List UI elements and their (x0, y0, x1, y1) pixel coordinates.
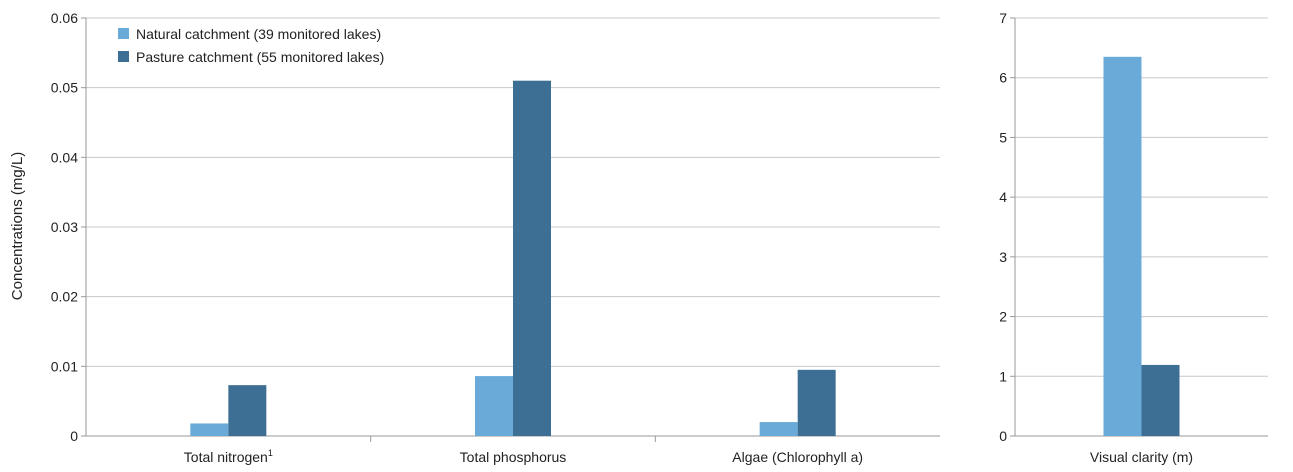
visual-clarity-chart: 0 1 2 3 4 5 6 7 Visual clarity (m) (999, 10, 1268, 465)
y-tick-label: 0.06 (51, 10, 78, 26)
bar-natural-2 (759, 422, 798, 436)
bar-pasture-2 (797, 369, 836, 436)
bar-pasture-1 (513, 80, 551, 436)
y-tick-label: 1 (999, 368, 1007, 384)
legend-swatch-pasture (118, 51, 129, 62)
legend-swatch-natural (118, 28, 129, 39)
x-category-label: Algae (Chlorophyll a) (732, 449, 863, 465)
bar-pasture-0 (228, 385, 267, 436)
legend: Natural catchment (39 monitored lakes) Pa… (118, 26, 384, 65)
y-tick-label: 4 (999, 189, 1007, 205)
bar-natural-0 (1103, 56, 1142, 437)
y-tick-label: 6 (999, 70, 1007, 86)
y-axis-label: Concentrations (mg/L) (9, 152, 26, 300)
x-category-label: Total phosphorus (460, 449, 567, 465)
bar-natural-1 (475, 376, 513, 436)
y-tick-label: 5 (999, 129, 1007, 145)
y-tick-label: 0.01 (51, 358, 78, 374)
y-tick-label: 0 (999, 428, 1007, 444)
y-tick-label: 3 (999, 249, 1007, 265)
x-category-label: Total nitrogen1 (184, 448, 273, 465)
x-category-label: Visual clarity (m) (1090, 449, 1193, 465)
bar-natural-0 (190, 423, 229, 436)
y-tick-label: 0.02 (51, 289, 78, 305)
y-tick-label: 7 (999, 10, 1007, 26)
y-tick-label: 2 (999, 309, 1007, 325)
y-tick-label: 0.05 (51, 80, 78, 96)
bar-pasture-0 (1141, 364, 1180, 436)
y-tick-label: 0.04 (51, 149, 78, 165)
legend-label-pasture: Pasture catchment (55 monitored lakes) (136, 49, 384, 65)
y-tick-label: 0 (70, 428, 78, 444)
concentrations-chart: 0 0.01 0.02 0.03 0.04 0.05 0.06 Total nitrogen1… (51, 10, 940, 465)
y-tick-label: 0.03 (51, 219, 78, 235)
footnote-marker: 1 (268, 448, 273, 458)
legend-label-natural: Natural catchment (39 monitored lakes) (136, 26, 381, 42)
